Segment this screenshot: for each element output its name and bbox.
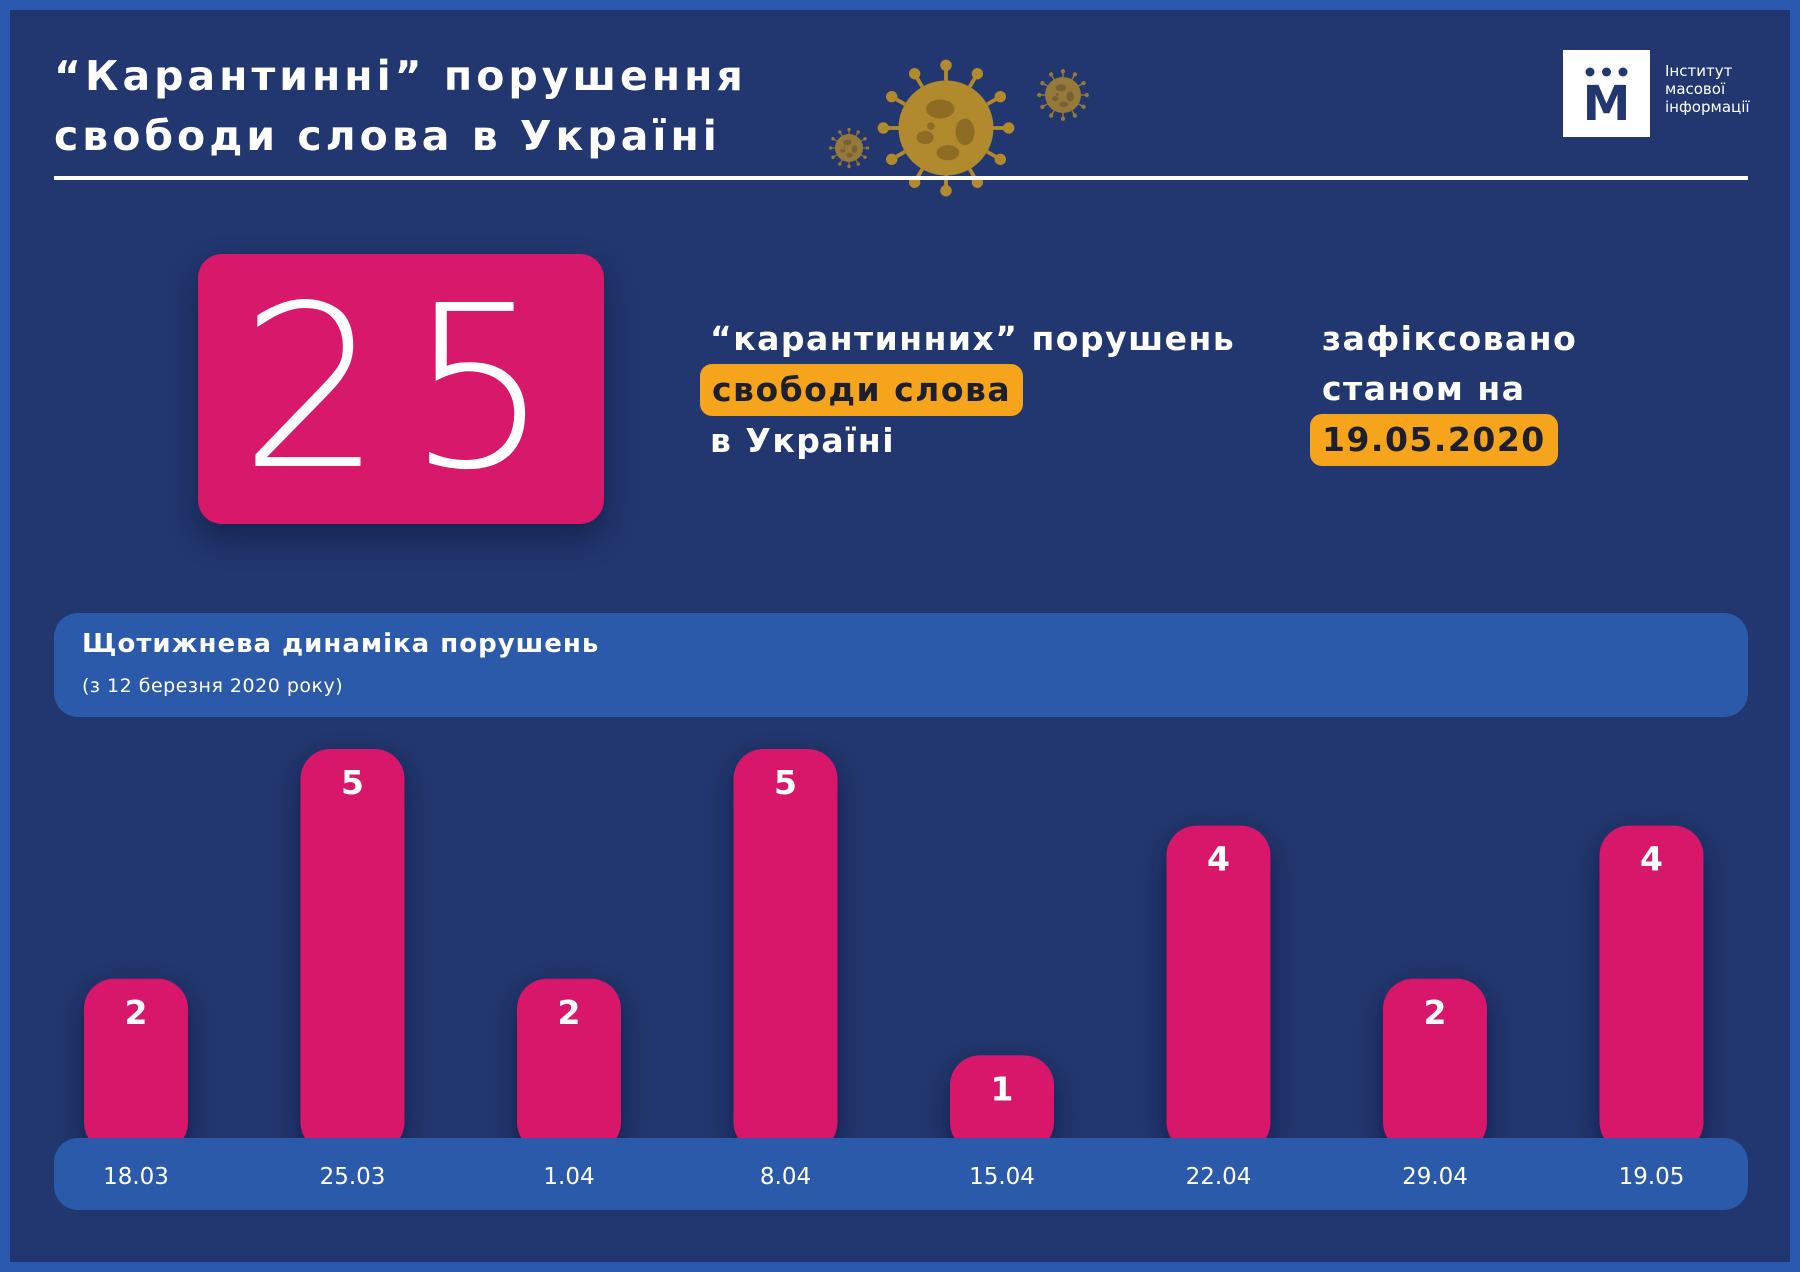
weekly-bar-chart: 2 5 2 5 1 4 2 4 18.03 25.03 1.04 8.04 15.04 22.04 29.0… bbox=[54, 749, 1748, 1210]
bar-value-label: 4 bbox=[1640, 840, 1663, 879]
x-tick-label: 25.03 bbox=[320, 1164, 386, 1190]
summary-description: “карантинних” порушень свободи слова в У… bbox=[700, 314, 1236, 466]
x-tick-label: 15.04 bbox=[969, 1164, 1035, 1190]
title-line-2: свободи слова в Україні bbox=[54, 112, 721, 160]
institute-name-line-1: Інститут bbox=[1665, 62, 1733, 80]
summary-recorded-label: зафіксовано bbox=[1322, 319, 1578, 358]
bar-value-label: 2 bbox=[1424, 993, 1447, 1032]
total-count-box: 25 bbox=[198, 254, 604, 524]
summary-line-1: “карантинних” порушень bbox=[710, 319, 1236, 358]
bar-19.05 bbox=[1599, 825, 1704, 1152]
institute-name-line-2: масової bbox=[1665, 80, 1726, 98]
infographic-canvas: “Карантинні” порушення свободи слова в У… bbox=[10, 10, 1790, 1262]
chart-title: Щотижнева динаміка порушень bbox=[82, 629, 600, 659]
bar-value-label: 4 bbox=[1207, 840, 1230, 879]
bar-15.04 bbox=[950, 1055, 1054, 1152]
bar-29.04 bbox=[1383, 978, 1487, 1152]
chart-title-band: Щотижнева динаміка порушень (з 12 березн… bbox=[54, 613, 1748, 717]
x-tick-label: 19.05 bbox=[1619, 1164, 1685, 1190]
bar-25.03 bbox=[300, 749, 405, 1152]
x-tick-label: 18.03 bbox=[103, 1164, 169, 1190]
x-tick-label: 1.04 bbox=[543, 1164, 594, 1190]
x-tick-label: 22.04 bbox=[1186, 1164, 1252, 1190]
header-divider bbox=[54, 176, 1748, 180]
bar-8.04 bbox=[733, 749, 838, 1152]
page-title: “Карантинні” порушення свободи слова в У… bbox=[54, 46, 747, 166]
summary-as-of-label: станом на bbox=[1322, 369, 1526, 408]
summary-highlight: свободи слова bbox=[700, 364, 1024, 416]
institute-logo-icon: M bbox=[1583, 67, 1631, 132]
bar-value-label: 2 bbox=[558, 993, 581, 1032]
title-line-1: “Карантинні” порушення bbox=[54, 52, 747, 100]
x-axis-band bbox=[54, 1138, 1748, 1210]
total-count: 25 bbox=[239, 257, 575, 520]
bar-value-label: 2 bbox=[125, 993, 148, 1032]
bar-22.04 bbox=[1166, 825, 1271, 1152]
x-tick-label: 29.04 bbox=[1402, 1164, 1468, 1190]
logo-mark: M bbox=[1583, 76, 1631, 132]
bar-value-label: 5 bbox=[774, 763, 797, 802]
summary-date-block: зафіксовано станом на 19.05.2020 bbox=[1310, 314, 1578, 466]
bar-1.04 bbox=[517, 978, 621, 1152]
bar-value-label: 1 bbox=[991, 1069, 1014, 1108]
bar-18.03 bbox=[84, 978, 188, 1152]
institute-name: Інститут масової інформації bbox=[1665, 62, 1750, 116]
chart-subtitle: (з 12 березня 2020 року) bbox=[82, 675, 344, 697]
summary-date: 19.05.2020 bbox=[1310, 414, 1558, 466]
summary-line-3: в Україні bbox=[710, 421, 896, 460]
bar-value-label: 5 bbox=[341, 763, 364, 802]
institute-logo: M bbox=[1563, 50, 1650, 137]
x-tick-label: 8.04 bbox=[760, 1164, 811, 1190]
institute-name-line-3: інформації bbox=[1665, 98, 1750, 116]
